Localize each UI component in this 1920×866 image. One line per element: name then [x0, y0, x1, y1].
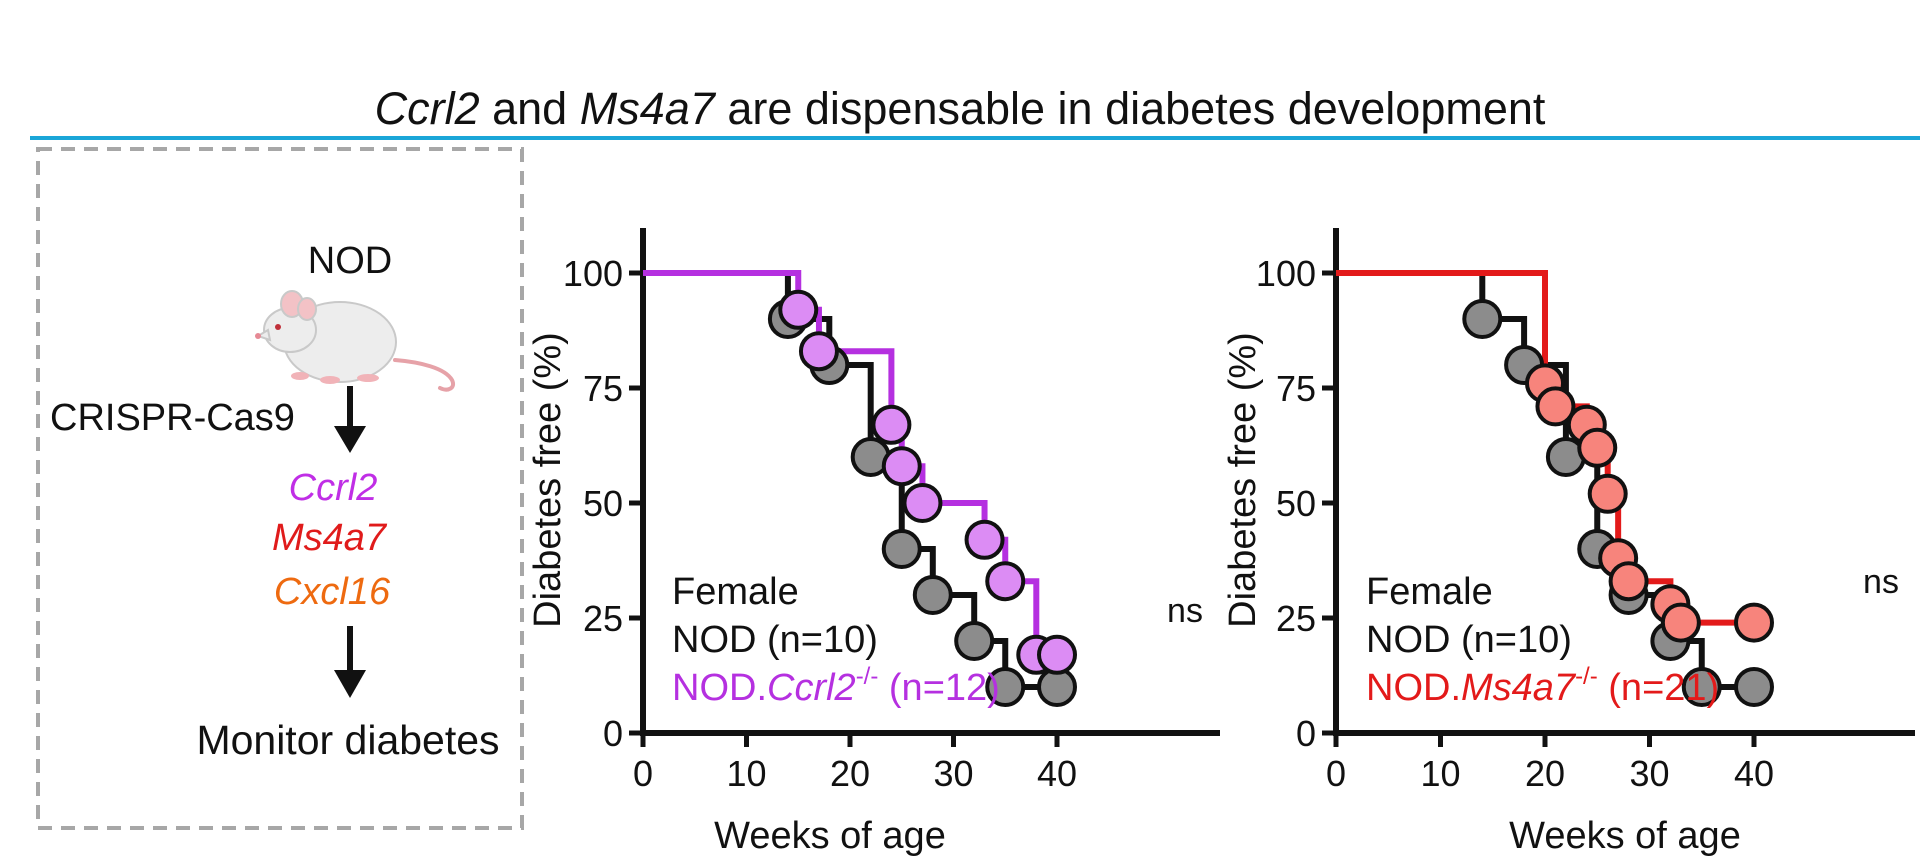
legend-entry-ms4a7-ko: NOD.Ms4a7-/- (n=21) — [1366, 663, 1719, 709]
gene-ms4a7-label: Ms4a7 — [272, 517, 388, 559]
y-axis-label: Diabetes free (%) — [1222, 332, 1264, 628]
x-tick-label: 10 — [1420, 753, 1460, 794]
censor-marker — [1462, 299, 1503, 339]
down-arrow-icon — [334, 426, 366, 453]
y-tick-label: 75 — [1276, 368, 1316, 409]
x-tick-label: 10 — [726, 753, 766, 794]
x-tick-label: 30 — [933, 753, 973, 794]
x-tick-label: 20 — [1525, 753, 1565, 794]
legend-entry-nod: NOD (n=10) — [672, 619, 878, 661]
down-arrow-icon — [334, 670, 366, 698]
method-label: CRISPR-Cas9 — [50, 397, 295, 439]
censor-marker — [1681, 667, 1722, 707]
title-rest: are dispensable in diabetes development — [727, 83, 1546, 134]
x-axis-label: Weeks of age — [714, 815, 946, 857]
title-gene-ms4a7: Ms4a7 — [580, 83, 717, 134]
workflow-panel — [36, 147, 524, 830]
censor-marker — [1535, 386, 1576, 427]
legend-title: Female — [672, 571, 799, 613]
y-tick-label: 0 — [603, 713, 623, 754]
y-tick-label: 75 — [583, 368, 623, 409]
y-tick-label: 25 — [583, 598, 623, 639]
y-tick-label: 100 — [563, 253, 623, 294]
y-tick-label: 0 — [1296, 713, 1316, 754]
censor-marker — [912, 575, 953, 615]
censor-marker — [778, 289, 819, 330]
legend-entry-ccrl2-ko: NOD.Ccrl2-/- (n=12) — [672, 663, 1000, 709]
significance-label: ns — [1167, 592, 1203, 630]
x-tick-label: 40 — [1734, 753, 1774, 794]
legend-title: Female — [1366, 571, 1493, 613]
censor-marker — [1587, 473, 1628, 514]
title-gene-ccrl2: Ccrl2 — [375, 83, 480, 134]
censor-marker — [1660, 602, 1701, 643]
censor-marker — [964, 519, 1005, 560]
x-tick-label: 0 — [633, 753, 653, 794]
significance-label: ns — [1863, 563, 1899, 601]
mouse-icon — [255, 290, 455, 392]
outcome-label: Monitor diabetes — [196, 717, 499, 763]
y-tick-label: 50 — [583, 483, 623, 524]
censor-marker — [798, 331, 839, 372]
gene-ccrl2-label: Ccrl2 — [289, 467, 378, 509]
censor-marker — [871, 404, 912, 445]
x-tick-label: 30 — [1629, 753, 1669, 794]
x-tick-label: 20 — [830, 753, 870, 794]
censor-marker — [1734, 667, 1774, 707]
censor-marker — [1608, 561, 1649, 602]
figure-title: Ccrl2 and Ms4a7 are dispensable in diabe… — [375, 83, 1546, 134]
x-tick-label: 0 — [1326, 753, 1346, 794]
censor-marker — [985, 667, 1026, 707]
censor-marker — [954, 621, 995, 661]
censor-marker — [881, 446, 922, 487]
censor-marker — [1577, 427, 1618, 468]
censor-marker — [1037, 634, 1077, 675]
y-axis-label: Diabetes free (%) — [527, 332, 569, 628]
censor-marker — [902, 483, 943, 523]
title-and: and — [492, 83, 567, 134]
gene-cxcl16-label: Cxcl16 — [274, 571, 391, 613]
y-tick-label: 25 — [1276, 598, 1316, 639]
strain-label: NOD — [308, 240, 392, 282]
censor-marker — [881, 529, 922, 569]
chart-survival-ms4a7: 0 10 20 30 40 0 25 50 75 100 Weeks of age Diabete… — [1222, 228, 1915, 857]
y-tick-label: 50 — [1276, 483, 1316, 524]
censor-marker — [1734, 602, 1774, 643]
y-tick-label: 100 — [1256, 253, 1316, 294]
censor-marker — [985, 561, 1026, 602]
x-tick-label: 40 — [1037, 753, 1077, 794]
x-axis-label: Weeks of age — [1509, 815, 1741, 857]
chart-survival-ccrl2: 0 10 20 30 40 0 25 50 75 100 Weeks of age Diabete… — [527, 228, 1220, 857]
legend-entry-nod: NOD (n=10) — [1366, 619, 1572, 661]
